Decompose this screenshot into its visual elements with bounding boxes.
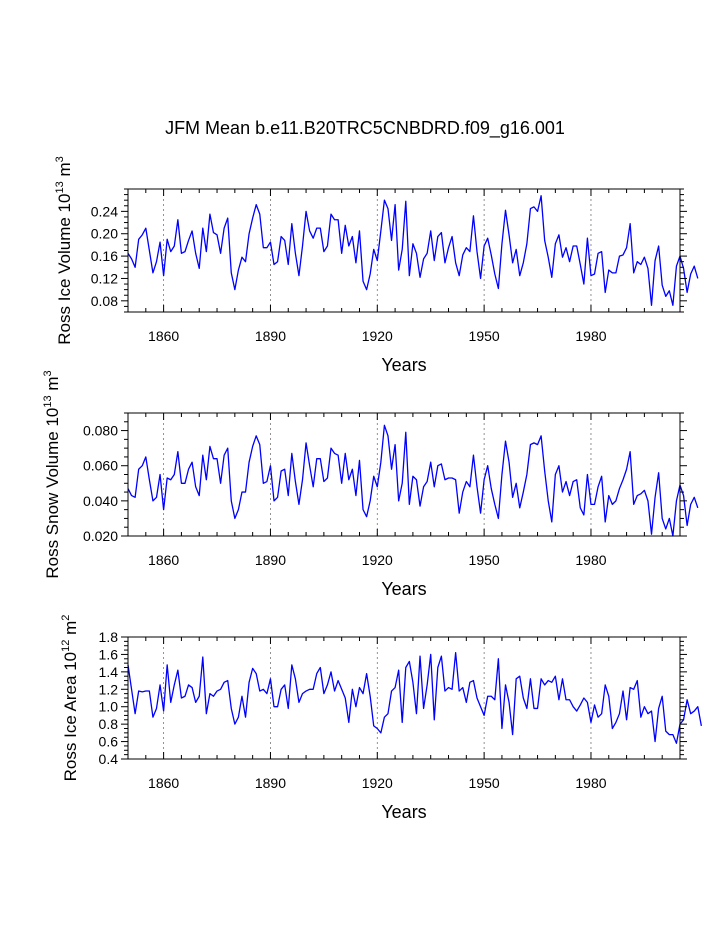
y-tick-label: 0.20 [91,226,118,242]
plot-frame [127,412,681,537]
y-tick-label: 0.8 [99,716,119,732]
y-tick-label: 0.6 [99,734,119,750]
x-tick-label: 1920 [362,775,393,791]
y-axis-title-superscript: 13 [54,181,66,193]
x-tick-label: 1860 [148,775,179,791]
y-tick-label: 0.08 [91,293,118,309]
y-tick-label: 0.080 [83,423,118,439]
y-tick-label: 0.060 [83,458,118,474]
x-tick-label: 1980 [575,775,606,791]
y-axis-title-superscript: 12 [60,640,72,652]
y-tick-label: 1.0 [99,699,119,715]
panel-ice-volume: 1860 1890 1920 1950 1980 0.08 0.12 0.16 0.20 0.24… [54,156,699,375]
y-tick-label: 0.16 [91,248,118,264]
y-axis-title: Ross Snow Volume 1013 m3 [42,370,62,578]
panel-snow-volume: 1860 1890 1920 1950 1980 0.020 0.040 0.060 0.080… [42,370,699,599]
series-line-0 [127,652,703,744]
y-axis-title-text: Ross Ice Volume 10 [55,194,74,345]
y-axis-title-text: Ross Snow Volume 10 [43,408,62,579]
x-tick-label: 1980 [575,328,606,344]
y-axis-title-superscript: 3 [54,156,66,162]
y-tick-label: 0.4 [99,751,119,767]
y-axis-title-superscript: 3 [42,370,54,376]
panel-ice-area: 1860 1890 1920 1950 1980 0.40.6 0.81.0 1.21.4 1.… [60,615,703,822]
y-axis-title: Ross Ice Volume 1013 m3 [54,156,74,344]
x-axis-title: Years [381,579,426,599]
y-tick-label: 0.12 [91,270,118,286]
y-axis-title-text: m [43,376,62,395]
y-axis-title: Ross Ice Area 1012 m2 [60,615,80,782]
series-line-0 [127,424,699,537]
x-axis-title: Years [381,355,426,375]
y-axis-title-superscript: 13 [42,395,54,407]
x-tick-label: 1890 [255,328,286,344]
y-tick-label: 0.24 [91,203,118,219]
y-tick-label: 1.2 [99,681,119,697]
y-tick-label: 0.040 [83,493,118,509]
x-tick-label: 1980 [575,552,606,568]
y-axis-title-text: Ross Ice Area 10 [61,652,80,781]
y-tick-label: 1.6 [99,646,119,662]
x-axis-title: Years [381,802,426,822]
chart-title: JFM Mean b.e11.B20TRC5CNBDRD.f09_g16.001 [165,118,565,139]
y-axis-title-text: m [61,621,80,640]
y-axis-title-superscript: 2 [60,615,72,621]
x-tick-label: 1920 [362,328,393,344]
y-tick-label: 1.4 [99,664,119,680]
x-tick-label: 1950 [469,328,500,344]
y-tick-label: 0.020 [83,528,118,544]
plot-frame [127,188,681,313]
x-tick-label: 1860 [148,328,179,344]
x-tick-label: 1920 [362,552,393,568]
x-tick-label: 1950 [469,775,500,791]
series-line-0 [127,195,699,306]
x-tick-label: 1890 [255,552,286,568]
y-axis-title-text: m [55,162,74,181]
x-tick-label: 1890 [255,775,286,791]
x-tick-label: 1860 [148,552,179,568]
y-tick-label: 1.8 [99,629,119,645]
x-tick-label: 1950 [469,552,500,568]
